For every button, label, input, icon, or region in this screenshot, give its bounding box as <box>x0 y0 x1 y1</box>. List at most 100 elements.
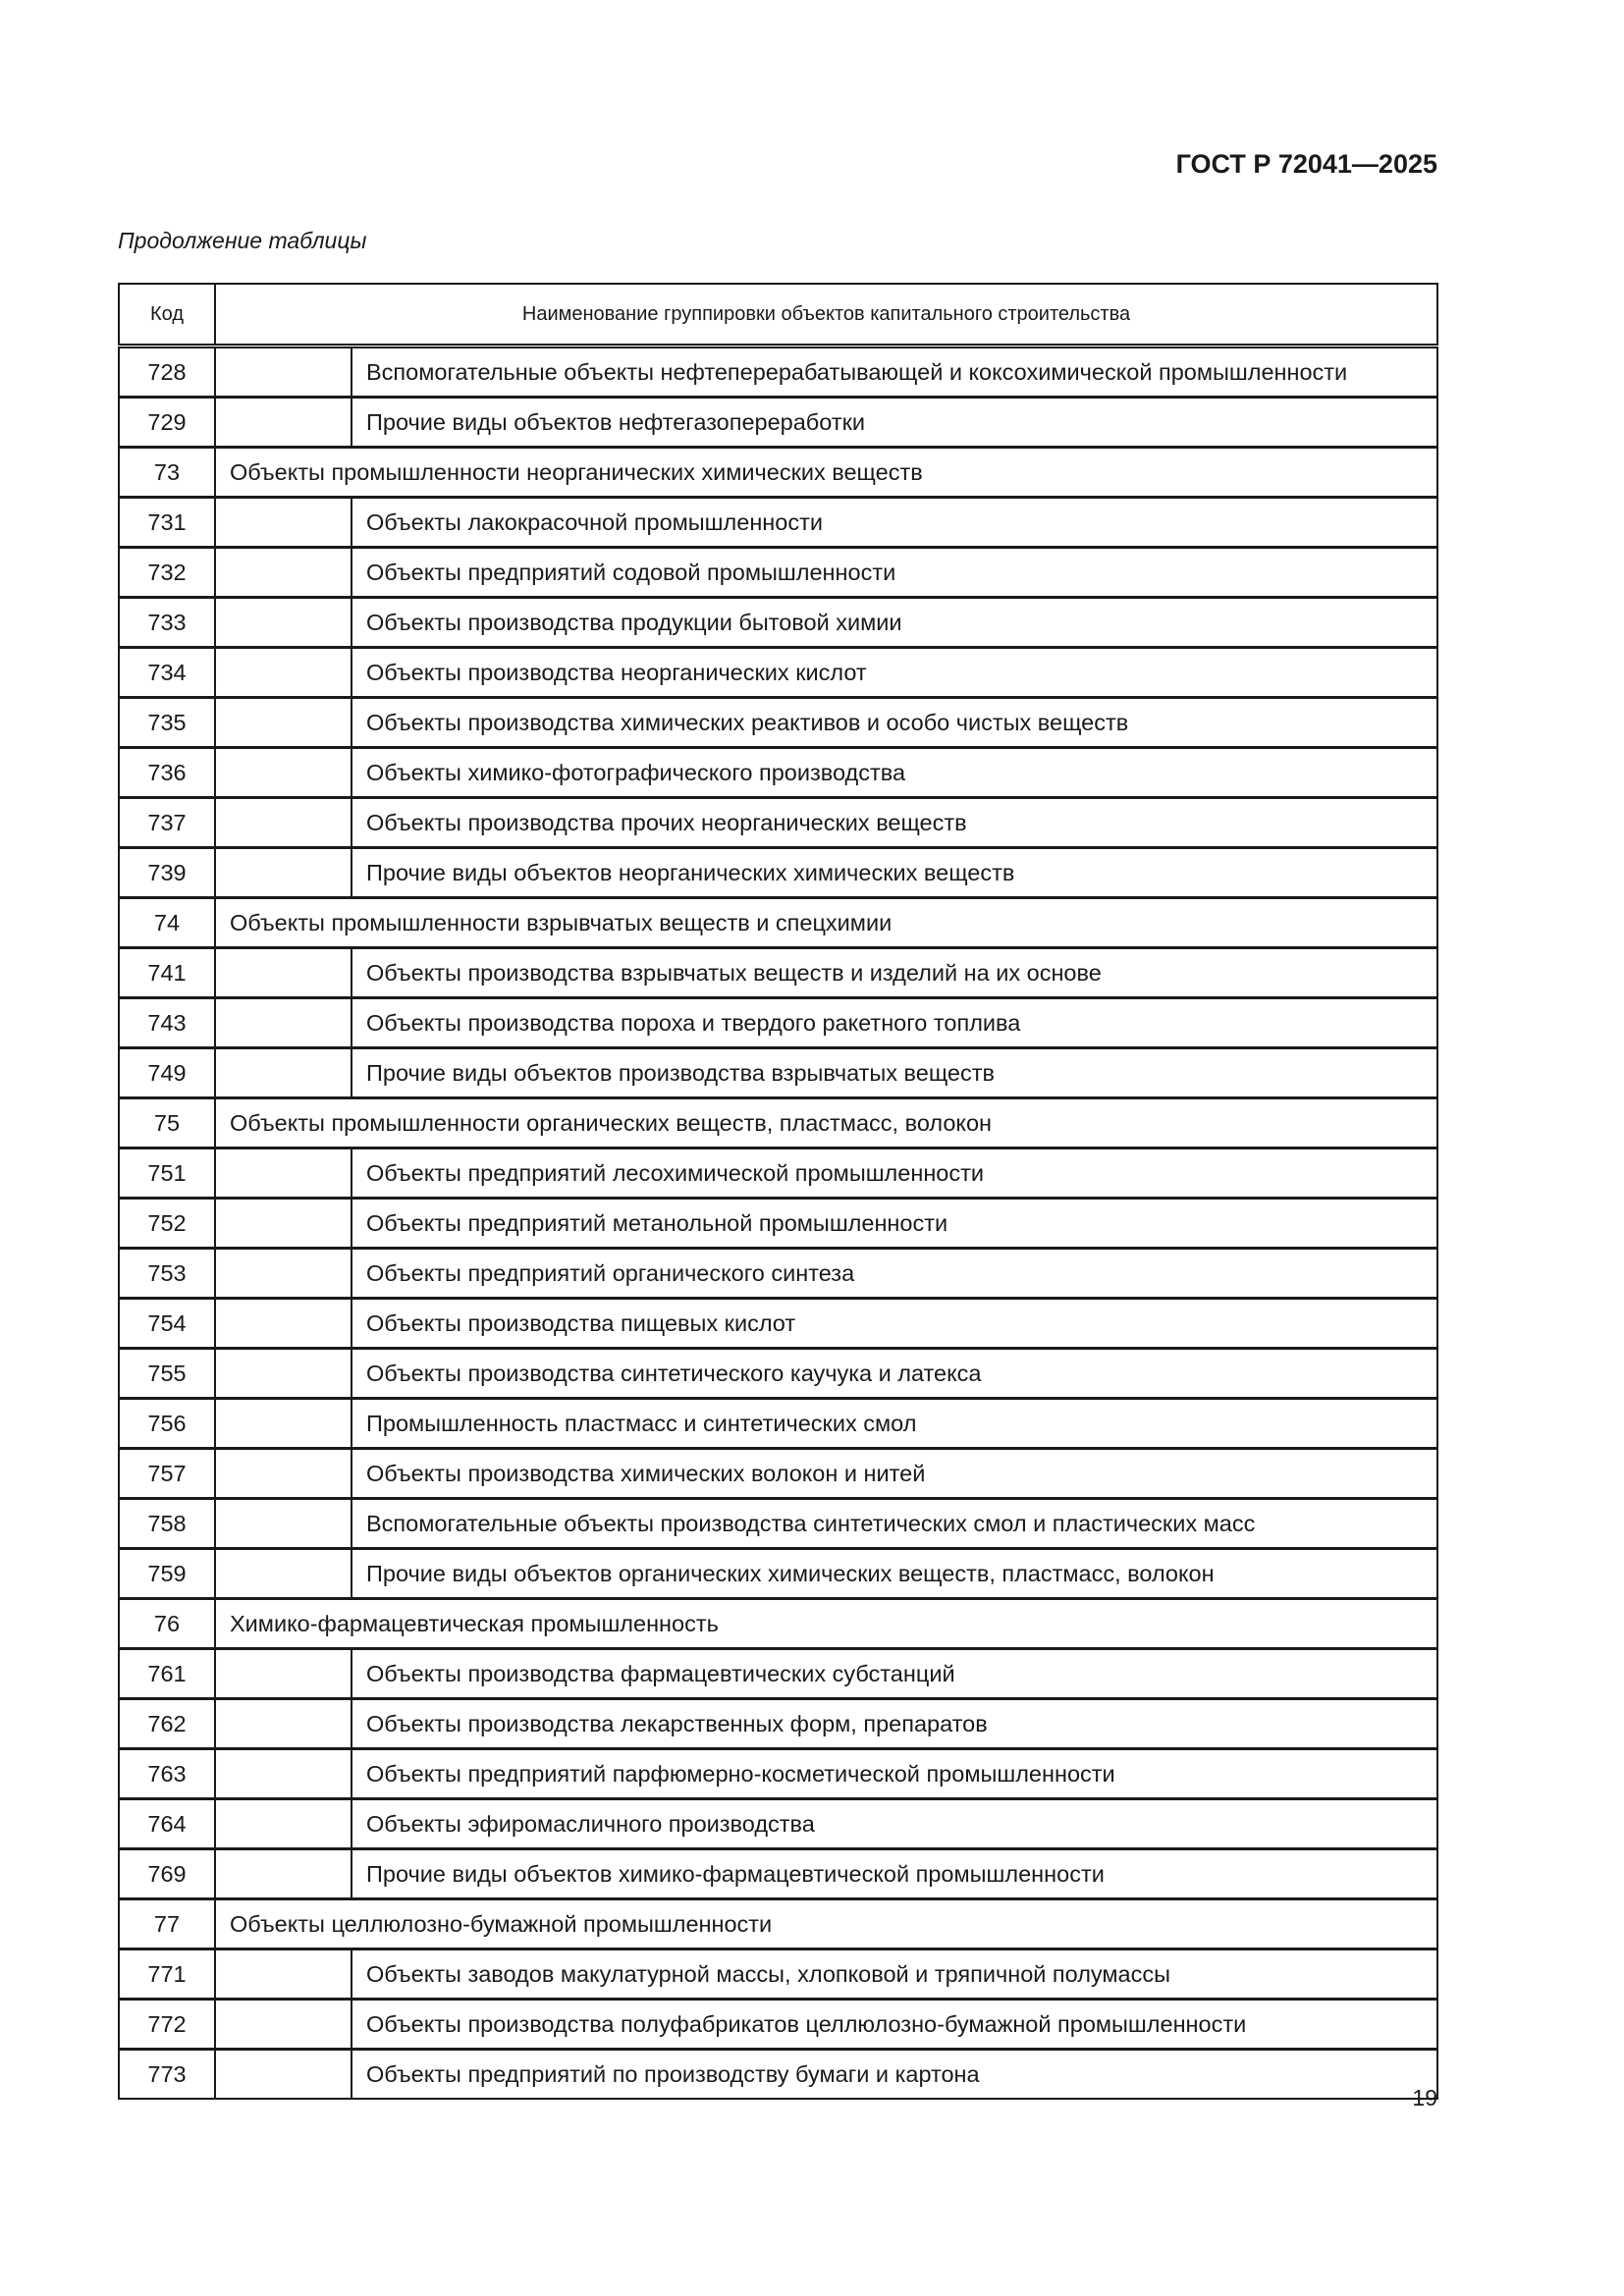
name-cell: Объекты производства химических реактиво… <box>351 696 1438 749</box>
document-id: ГОСТ Р 72041—2025 <box>1175 149 1437 179</box>
indent-cell <box>214 1347 352 1400</box>
classification-table: Код Наименование группировки объектов ка… <box>118 283 1438 2100</box>
indent-cell <box>214 1747 352 1800</box>
name-cell: Объекты производства химических волокон … <box>351 1447 1438 1500</box>
group-name-cell: Объекты промышленности органических веще… <box>214 1096 1438 1149</box>
code-cell: 763 <box>118 1747 216 1800</box>
code-cell: 764 <box>118 1797 216 1850</box>
table-row: 735 Объекты производства химических реакт… <box>118 696 1438 749</box>
table-header: Код Наименование группировки объектов ка… <box>118 283 1438 348</box>
code-cell: 737 <box>118 796 216 849</box>
code-cell: 754 <box>118 1297 216 1350</box>
indent-cell <box>214 1797 352 1850</box>
name-cell: Объекты производства лекарственных форм,… <box>351 1697 1438 1750</box>
group-name-cell: Химико-фармацевтическая промышленность <box>214 1597 1438 1650</box>
name-cell: Объекты предприятий содовой промышленнос… <box>351 546 1438 599</box>
table-row: 773 Объекты предприятий по производству б… <box>118 2048 1438 2100</box>
indent-cell <box>214 496 352 549</box>
name-cell: Объекты заводов макулатурной массы, хлоп… <box>351 1948 1438 2001</box>
code-cell: 751 <box>118 1147 216 1200</box>
code-cell: 736 <box>118 746 216 799</box>
table-row: 772 Объекты производства полуфабрикатов ц… <box>118 1998 1438 2051</box>
name-cell: Объекты предприятий органического синтез… <box>351 1247 1438 1300</box>
name-cell: Промышленность пластмасс и синтетических… <box>351 1397 1438 1450</box>
table-row: 749 Прочие виды объектов производства взр… <box>118 1046 1438 1099</box>
table-group-row: 75 Объекты промышленности органических ве… <box>118 1096 1438 1149</box>
code-cell: 769 <box>118 1847 216 1900</box>
indent-cell <box>214 1247 352 1300</box>
name-cell: Объекты производства полуфабрикатов целл… <box>351 1998 1438 2051</box>
code-cell: 77 <box>118 1897 216 1950</box>
indent-cell <box>214 345 352 399</box>
code-cell: 729 <box>118 396 216 449</box>
table-row: 733 Объекты производства продукции бытово… <box>118 596 1438 649</box>
indent-cell <box>214 1847 352 1900</box>
code-cell: 752 <box>118 1197 216 1250</box>
name-cell: Объекты производства синтетического кауч… <box>351 1347 1438 1400</box>
name-cell: Объекты эфиромасличного производства <box>351 1797 1438 1850</box>
indent-cell <box>214 746 352 799</box>
code-cell: 749 <box>118 1046 216 1099</box>
indent-cell <box>214 696 352 749</box>
name-cell: Объекты производства неорганических кисл… <box>351 646 1438 699</box>
code-cell: 731 <box>118 496 216 549</box>
code-cell: 743 <box>118 996 216 1049</box>
name-cell: Объекты производства продукции бытовой х… <box>351 596 1438 649</box>
table-row: 756 Промышленность пластмасс и синтетичес… <box>118 1397 1438 1450</box>
code-cell: 773 <box>118 2048 216 2100</box>
code-cell: 759 <box>118 1547 216 1600</box>
code-cell: 771 <box>118 1948 216 2001</box>
indent-cell <box>214 1697 352 1750</box>
page-number: 19 <box>1412 2085 1437 2110</box>
name-cell: Прочие виды объектов нефтегазопереработк… <box>351 396 1438 449</box>
code-cell: 761 <box>118 1647 216 1700</box>
name-cell: Объекты лакокрасочной промышленности <box>351 496 1438 549</box>
table-row: 731 Объекты лакокрасочной промышленности <box>118 496 1438 549</box>
table-row: 732 Объекты предприятий содовой промышлен… <box>118 546 1438 599</box>
code-cell: 762 <box>118 1697 216 1750</box>
name-cell: Объекты производства взрывчатых веществ … <box>351 946 1438 999</box>
name-cell: Объекты производства прочих неорганическ… <box>351 796 1438 849</box>
column-header-name: Наименование группировки объектов капита… <box>214 283 1438 348</box>
table-row: 753 Объекты предприятий органического син… <box>118 1247 1438 1300</box>
table-row: 743 Объекты производства пороха и твердог… <box>118 996 1438 1049</box>
name-cell: Вспомогательные объекты нефтеперерабатыв… <box>351 345 1438 399</box>
code-cell: 75 <box>118 1096 216 1149</box>
code-cell: 741 <box>118 946 216 999</box>
table-row: 771 Объекты заводов макулатурной массы, х… <box>118 1948 1438 2001</box>
name-cell: Вспомогательные объекты производства син… <box>351 1497 1438 1550</box>
code-cell: 757 <box>118 1447 216 1500</box>
table-group-row: 77 Объекты целлюлозно-бумажной промышленн… <box>118 1897 1438 1950</box>
name-cell: Объекты предприятий парфюмерно-косметиче… <box>351 1747 1438 1800</box>
code-cell: 734 <box>118 646 216 699</box>
code-cell: 733 <box>118 596 216 649</box>
name-cell: Прочие виды объектов производства взрывч… <box>351 1046 1438 1099</box>
table-row: 757 Объекты производства химических волок… <box>118 1447 1438 1500</box>
table-row: 755 Объекты производства синтетического к… <box>118 1347 1438 1400</box>
indent-cell <box>214 1447 352 1500</box>
table-row: 737 Объекты производства прочих неорганич… <box>118 796 1438 849</box>
indent-cell <box>214 1197 352 1250</box>
code-cell: 73 <box>118 446 216 499</box>
group-name-cell: Объекты промышленности неорганических хи… <box>214 446 1438 499</box>
code-cell: 74 <box>118 896 216 949</box>
table-row: 739 Прочие виды объектов неорганических х… <box>118 846 1438 899</box>
name-cell: Прочие виды объектов неорганических хими… <box>351 846 1438 899</box>
name-cell: Объекты производства пищевых кислот <box>351 1297 1438 1350</box>
code-cell: 735 <box>118 696 216 749</box>
indent-cell <box>214 796 352 849</box>
table-row: 763 Объекты предприятий парфюмерно-космет… <box>118 1747 1438 1800</box>
indent-cell <box>214 2048 352 2100</box>
column-header-code: Код <box>118 283 216 348</box>
table-row: 761 Объекты производства фармацевтических… <box>118 1647 1438 1700</box>
code-cell: 76 <box>118 1597 216 1650</box>
indent-cell <box>214 946 352 999</box>
indent-cell <box>214 546 352 599</box>
indent-cell <box>214 1297 352 1350</box>
indent-cell <box>214 1647 352 1700</box>
indent-cell <box>214 1497 352 1550</box>
table-row: 754 Объекты производства пищевых кислот <box>118 1297 1438 1350</box>
code-cell: 753 <box>118 1247 216 1300</box>
group-name-cell: Объекты промышленности взрывчатых вещест… <box>214 896 1438 949</box>
indent-cell <box>214 1397 352 1450</box>
